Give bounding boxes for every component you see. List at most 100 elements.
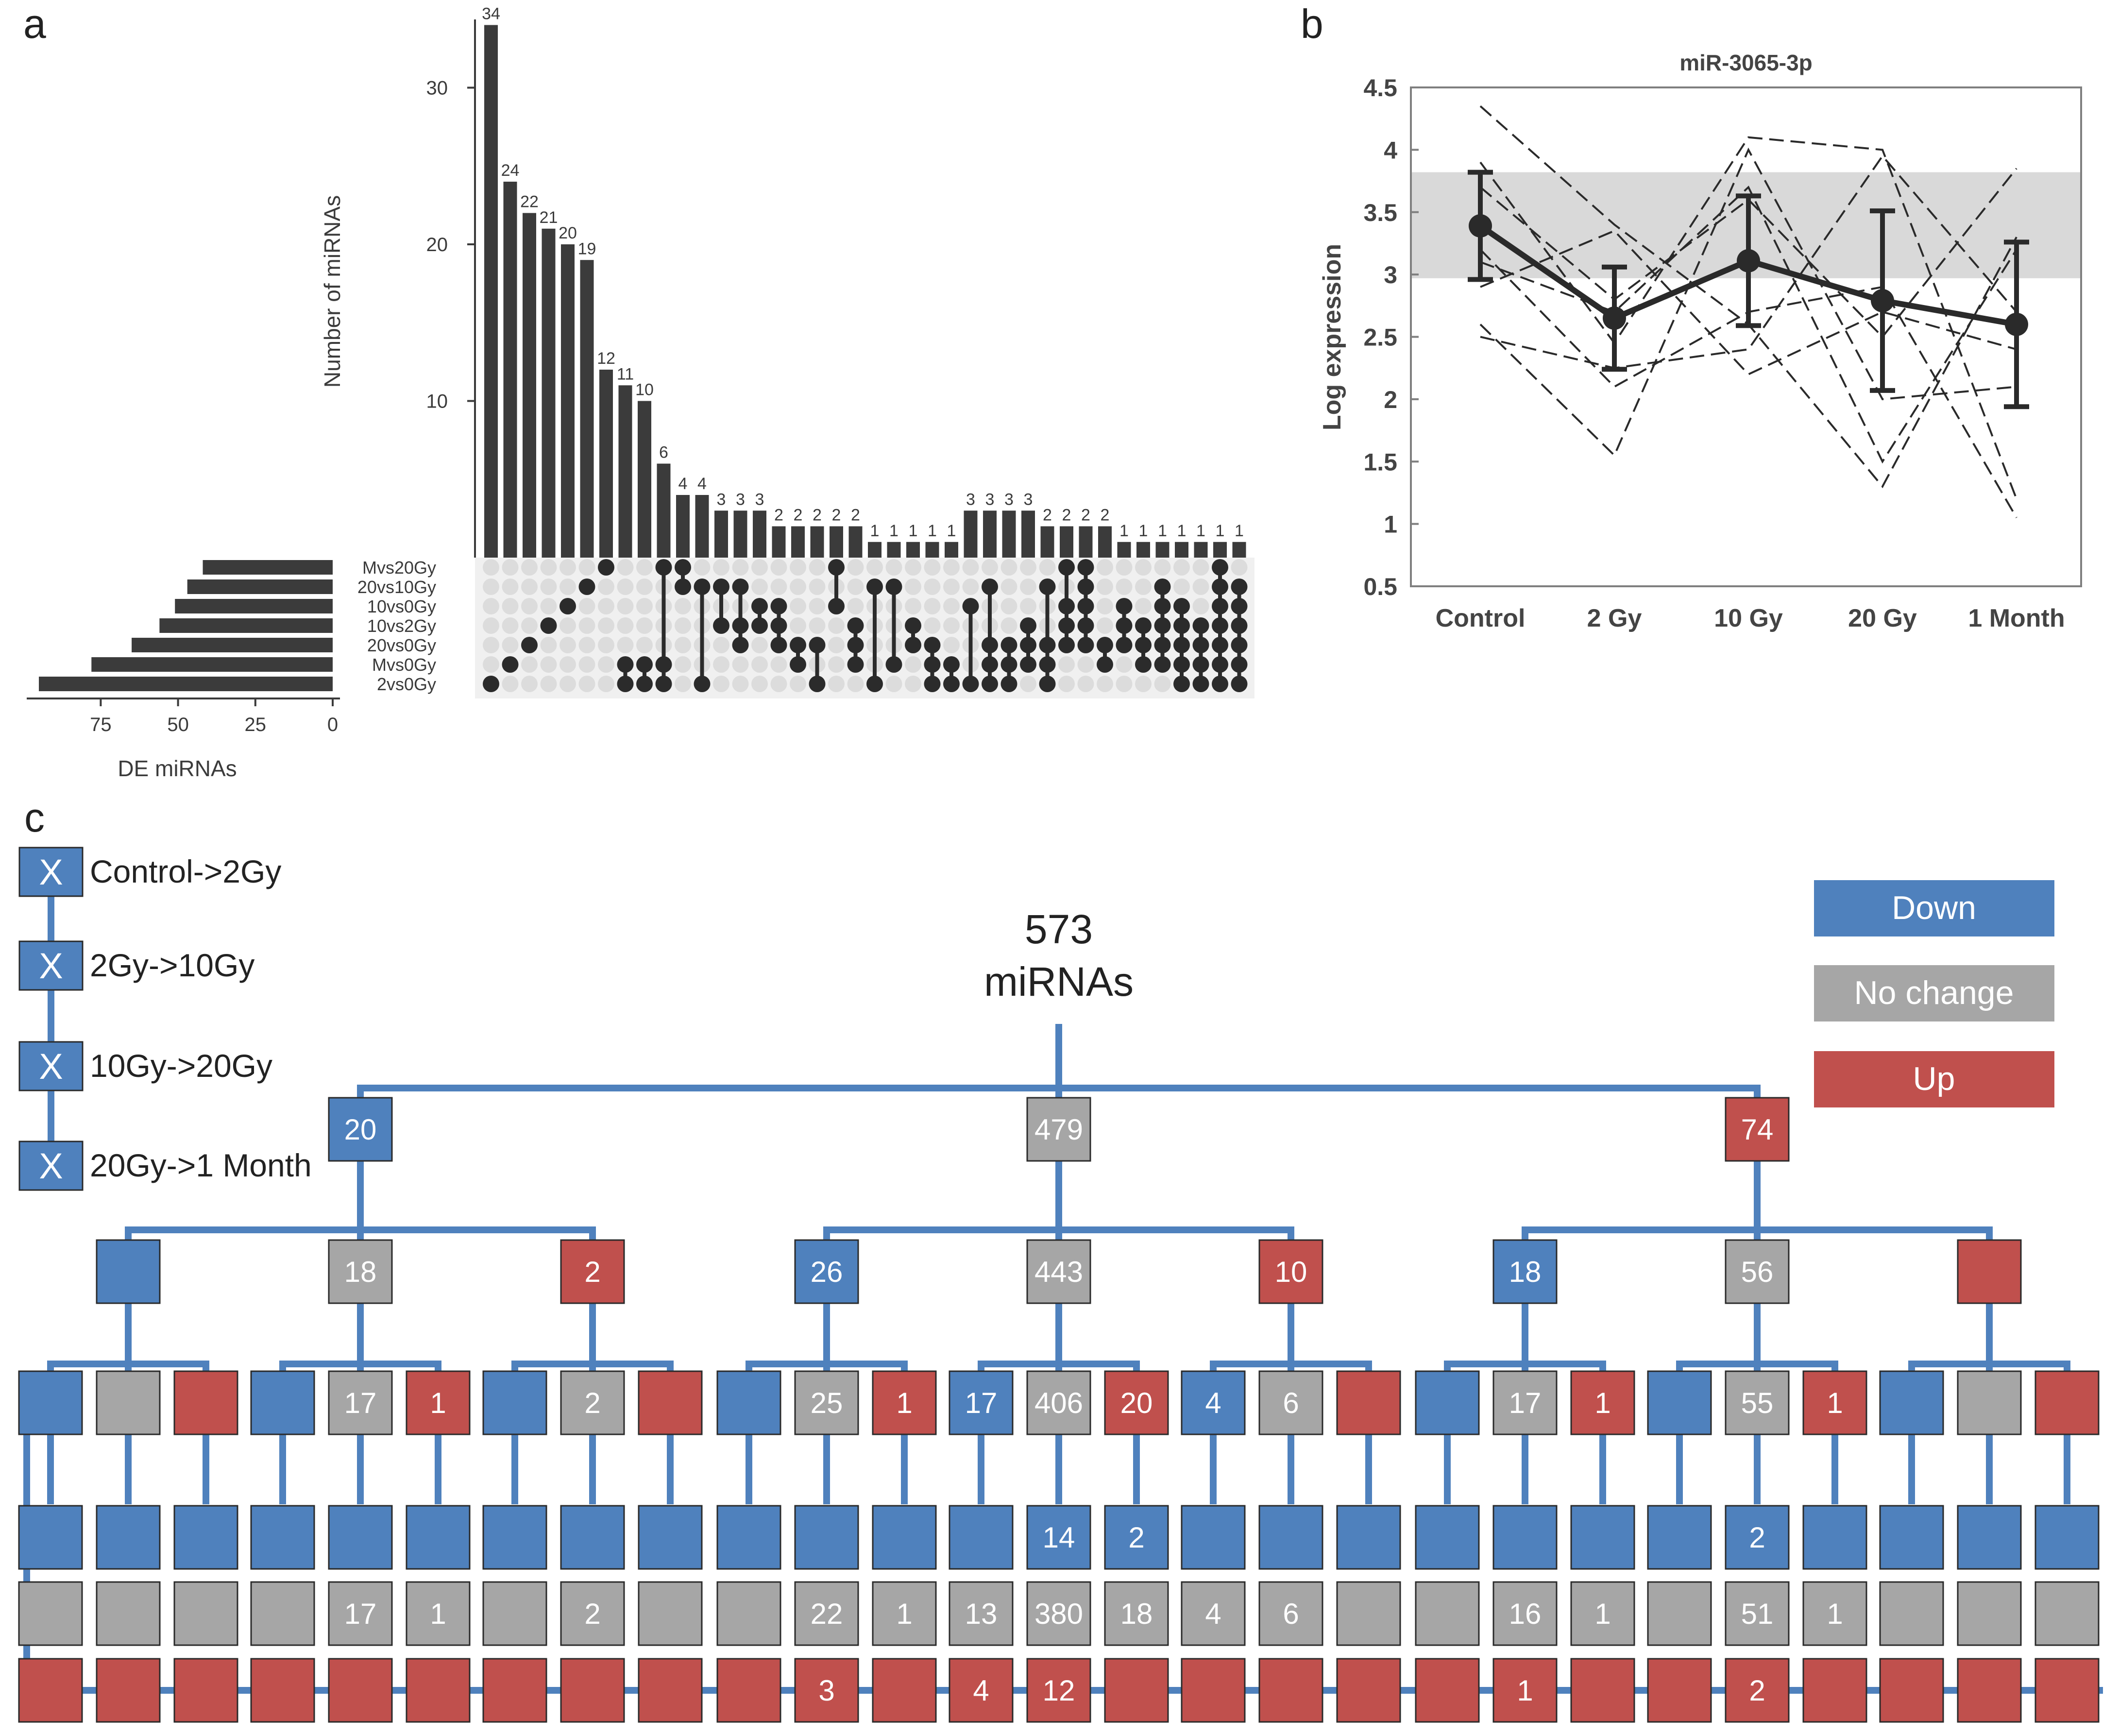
level4-none-box bbox=[872, 1581, 937, 1646]
matrix-dot-empty bbox=[943, 598, 960, 614]
intersection-bar bbox=[1060, 526, 1073, 558]
matrix-dot-empty bbox=[1097, 676, 1113, 692]
level3-box-label: 17 bbox=[965, 1387, 998, 1419]
matrix-dot-empty bbox=[770, 676, 787, 692]
intersection-bar bbox=[1175, 542, 1188, 558]
matrix-dot-empty bbox=[905, 676, 921, 692]
level4-none-box bbox=[949, 1581, 1014, 1646]
bar-value-label: 2 bbox=[774, 506, 783, 525]
matrix-dot-filled bbox=[559, 598, 576, 614]
level4-up-box bbox=[96, 1658, 161, 1723]
sample-line bbox=[1480, 186, 2017, 464]
level2-box-label: 18 bbox=[344, 1256, 377, 1288]
intersection-bar bbox=[868, 542, 882, 558]
matrix-dot-empty bbox=[828, 656, 845, 673]
level3-box bbox=[173, 1370, 238, 1435]
level3-box-label: 1 bbox=[1827, 1387, 1843, 1419]
level4-none-box bbox=[1026, 1581, 1091, 1646]
x-tick-label: 2 Gy bbox=[1587, 604, 1642, 632]
legend-label-down: Down bbox=[1892, 889, 1976, 926]
y-tick-label: 3 bbox=[1384, 261, 1397, 289]
step-marker-x: X bbox=[39, 1046, 63, 1087]
level4-up-box bbox=[482, 1658, 547, 1723]
set-label: 10vs2Gy bbox=[367, 616, 436, 636]
y-tick-label: 2.5 bbox=[1363, 324, 1397, 351]
matrix-dot-empty bbox=[675, 637, 691, 653]
bar-value-label: 10 bbox=[635, 381, 654, 399]
level4-none-box-label: 1 bbox=[1594, 1598, 1610, 1630]
panel-label-b: b bbox=[1301, 1, 1323, 47]
level4-none-box-label: 18 bbox=[1120, 1598, 1153, 1630]
matrix-dot-empty bbox=[483, 637, 499, 653]
step-label: Control->2Gy bbox=[90, 853, 281, 889]
level1-box bbox=[1026, 1097, 1091, 1162]
bar-value-label: 1 bbox=[870, 522, 880, 540]
matrix-dot-empty bbox=[1135, 559, 1152, 576]
y-axis-label: Log expression bbox=[1318, 244, 1346, 430]
matrix-dot-empty bbox=[1020, 676, 1036, 692]
matrix-dot-empty bbox=[578, 598, 595, 614]
level4-none-box bbox=[1725, 1581, 1790, 1646]
matrix-dot-empty bbox=[578, 676, 595, 692]
level2-box-label: 26 bbox=[811, 1256, 843, 1288]
level4-none-box bbox=[1957, 1581, 2022, 1646]
matrix-dot-empty bbox=[828, 637, 845, 653]
level3-box-label: 2 bbox=[584, 1387, 600, 1419]
level2-box bbox=[1258, 1239, 1323, 1304]
legend-label-none: No change bbox=[1854, 974, 2014, 1011]
bar-value-label: 3 bbox=[717, 490, 726, 509]
matrix-dot-empty bbox=[675, 676, 691, 692]
set-label: Mvs0Gy bbox=[372, 655, 436, 675]
matrix-dot-empty bbox=[943, 637, 960, 653]
level4-none-box bbox=[1258, 1581, 1323, 1646]
matrix-dot-empty bbox=[1097, 617, 1113, 634]
y-axis-label: Number of miRNAs bbox=[320, 195, 345, 388]
panel-label-a: a bbox=[23, 1, 46, 47]
set-label: Mvs20Gy bbox=[362, 558, 436, 578]
bar-value-label: 2 bbox=[1081, 506, 1090, 525]
intersection-bar bbox=[561, 244, 575, 558]
matrix-dot-empty bbox=[809, 579, 826, 595]
level4-down-box bbox=[716, 1505, 781, 1570]
level4-down-box bbox=[250, 1505, 315, 1570]
level4-down-box bbox=[872, 1505, 937, 1570]
matrix-dot-empty bbox=[559, 676, 576, 692]
level4-none-box bbox=[2034, 1581, 2100, 1646]
level2-box bbox=[96, 1239, 161, 1304]
matrix-dot-empty bbox=[751, 656, 768, 673]
level3-box bbox=[1181, 1370, 1246, 1435]
level2-box bbox=[328, 1239, 393, 1304]
bar-value-label: 1 bbox=[889, 522, 898, 540]
matrix-dot-empty bbox=[675, 598, 691, 614]
level3-box bbox=[2034, 1370, 2100, 1435]
y-tick-label: 3.5 bbox=[1363, 199, 1397, 226]
level4-up-box bbox=[1181, 1658, 1246, 1723]
matrix-dot-empty bbox=[559, 559, 576, 576]
line-plot-mir-3065: 0.5 1 1.5 2 2.5 3 3.5 4 4.5 Control 2 Gy 10 Gy 20 Gy… bbox=[1318, 50, 2082, 632]
level3-box bbox=[1336, 1370, 1401, 1435]
level4-down-box bbox=[328, 1505, 393, 1570]
level3-box bbox=[250, 1370, 315, 1435]
level4-none-box bbox=[328, 1581, 393, 1646]
level4-none-box bbox=[1570, 1581, 1635, 1646]
intersection-bar bbox=[848, 526, 863, 558]
matrix-dot-empty bbox=[540, 598, 557, 614]
level3-box bbox=[1802, 1370, 1867, 1435]
matrix-dot-empty bbox=[713, 637, 729, 653]
level4-up-box-label: 12 bbox=[1043, 1674, 1075, 1707]
bar-value-label: 1 bbox=[1216, 522, 1225, 540]
matrix-dot-empty bbox=[1097, 559, 1113, 576]
level3-box-label: 4 bbox=[1205, 1387, 1221, 1419]
bar-value-label: 3 bbox=[1024, 490, 1033, 509]
level4-up-box bbox=[1957, 1658, 2022, 1723]
level4-none-box-label: 6 bbox=[1283, 1598, 1299, 1630]
level4-none-box bbox=[794, 1581, 859, 1646]
matrix-dot-empty bbox=[1077, 676, 1094, 692]
level4-up-box bbox=[1415, 1658, 1480, 1723]
matrix-dot-empty bbox=[521, 617, 538, 634]
level4-up-box bbox=[173, 1658, 238, 1723]
level4-down-box bbox=[482, 1505, 547, 1570]
level2-box-label: 10 bbox=[1275, 1256, 1307, 1288]
level4-none-box bbox=[250, 1581, 315, 1646]
